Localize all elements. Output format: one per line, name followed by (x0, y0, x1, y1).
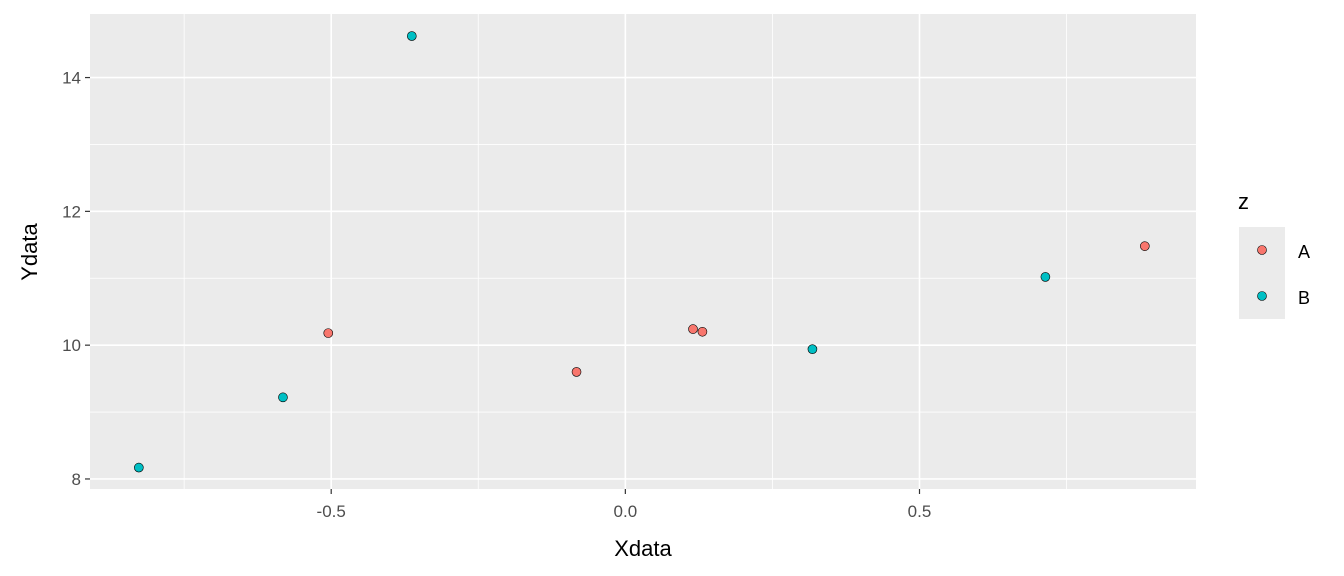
data-point-b (134, 462, 144, 473)
x-axis-title: Xdata (614, 536, 672, 561)
data-point-b (278, 392, 288, 403)
data-point-a (697, 326, 708, 337)
legend-label-a: A (1298, 242, 1310, 262)
data-point-a (323, 328, 334, 338)
axis-ticks: -0.5 0.0 0.5 8 10 12 14 (62, 69, 931, 521)
data-point-a (1140, 241, 1150, 251)
legend-label-b: B (1298, 288, 1310, 308)
grid-lines (90, 14, 1196, 489)
x-tick-label: -0.5 (317, 502, 346, 521)
x-tick-label: 0.0 (614, 502, 638, 521)
data-points (134, 31, 1150, 473)
y-tick-label: 10 (62, 336, 81, 355)
y-axis-title: Ydata (17, 222, 42, 280)
x-tick-label: 0.5 (908, 502, 932, 521)
plot-panel (90, 14, 1196, 489)
y-tick-label: 8 (72, 470, 81, 489)
data-point-a (571, 367, 582, 377)
data-point-b (1040, 272, 1051, 282)
data-point-b (406, 31, 417, 41)
y-tick-label: 12 (62, 202, 81, 221)
legend-key-b (1257, 291, 1267, 301)
legend-title: z (1238, 189, 1249, 214)
data-point-b (807, 344, 818, 354)
y-tick-label: 14 (62, 69, 81, 88)
data-point-a (688, 324, 698, 334)
legend-key-a (1257, 245, 1267, 255)
legend: z A B (1238, 189, 1310, 319)
legend-keys-background (1239, 227, 1285, 319)
